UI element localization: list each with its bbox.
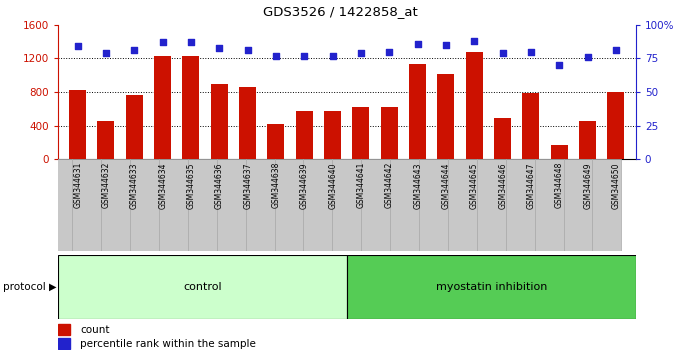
- Bar: [494, 118, 511, 159]
- Text: ▶: ▶: [49, 282, 56, 292]
- Bar: [275, 159, 303, 251]
- Bar: [409, 64, 426, 159]
- Point: [157, 39, 168, 45]
- Point: [327, 53, 338, 58]
- Bar: [101, 159, 130, 251]
- Point: [242, 47, 253, 53]
- Bar: [347, 255, 636, 319]
- Point: [497, 50, 508, 56]
- Bar: [97, 121, 114, 159]
- Bar: [534, 159, 564, 251]
- Bar: [126, 95, 143, 159]
- Bar: [239, 87, 256, 159]
- Bar: [303, 159, 333, 251]
- Text: count: count: [80, 325, 109, 335]
- Text: GSM344641: GSM344641: [356, 162, 365, 209]
- Text: GSM344650: GSM344650: [611, 162, 620, 209]
- Bar: [592, 159, 622, 251]
- Bar: [130, 159, 159, 251]
- Bar: [58, 255, 347, 319]
- Text: control: control: [183, 282, 222, 292]
- Point: [384, 49, 395, 55]
- Bar: [324, 110, 341, 159]
- Bar: [419, 159, 448, 251]
- Bar: [607, 92, 624, 159]
- Point: [214, 45, 225, 51]
- Point: [554, 62, 565, 68]
- Bar: [72, 159, 101, 251]
- Point: [186, 39, 197, 45]
- Point: [72, 44, 83, 49]
- Text: GSM344644: GSM344644: [441, 162, 450, 209]
- Bar: [267, 124, 284, 159]
- Text: GSM344643: GSM344643: [413, 162, 422, 209]
- Text: GSM344642: GSM344642: [385, 162, 394, 209]
- Bar: [477, 159, 506, 251]
- Bar: [361, 159, 390, 251]
- Point: [299, 53, 310, 58]
- Bar: [466, 52, 483, 159]
- Text: GSM344638: GSM344638: [271, 162, 280, 209]
- Bar: [437, 74, 454, 159]
- Point: [356, 50, 367, 56]
- Text: GSM344635: GSM344635: [186, 162, 195, 209]
- Bar: [69, 90, 86, 159]
- Text: GSM344640: GSM344640: [328, 162, 337, 209]
- Text: myostatin inhibition: myostatin inhibition: [436, 282, 547, 292]
- Bar: [159, 159, 188, 251]
- Text: GSM344639: GSM344639: [300, 162, 309, 209]
- Text: GSM344634: GSM344634: [158, 162, 167, 209]
- Text: GSM344636: GSM344636: [215, 162, 224, 209]
- Bar: [245, 159, 275, 251]
- Text: GSM344632: GSM344632: [101, 162, 110, 209]
- Bar: [381, 107, 398, 159]
- Bar: [551, 144, 568, 159]
- Bar: [58, 338, 70, 349]
- Point: [101, 50, 112, 56]
- Text: GSM344646: GSM344646: [498, 162, 507, 209]
- Text: GSM344647: GSM344647: [526, 162, 535, 209]
- Bar: [564, 159, 592, 251]
- Text: GSM344637: GSM344637: [243, 162, 252, 209]
- Text: GDS3526 / 1422858_at: GDS3526 / 1422858_at: [262, 5, 418, 18]
- Text: GSM344631: GSM344631: [73, 162, 82, 209]
- Bar: [58, 324, 70, 335]
- Text: GSM344649: GSM344649: [583, 162, 592, 209]
- Point: [271, 53, 282, 58]
- Bar: [579, 121, 596, 159]
- Text: GSM344645: GSM344645: [470, 162, 479, 209]
- Bar: [506, 159, 534, 251]
- Bar: [522, 93, 539, 159]
- Bar: [44, 159, 72, 251]
- Point: [129, 47, 140, 53]
- Bar: [333, 159, 361, 251]
- Bar: [296, 110, 313, 159]
- Point: [441, 42, 452, 48]
- Point: [469, 38, 480, 44]
- Bar: [154, 56, 171, 159]
- Bar: [448, 159, 477, 251]
- Text: percentile rank within the sample: percentile rank within the sample: [80, 339, 256, 349]
- Point: [582, 54, 593, 60]
- Bar: [352, 107, 369, 159]
- Bar: [182, 56, 199, 159]
- Point: [526, 49, 537, 55]
- Bar: [188, 159, 217, 251]
- Point: [412, 41, 423, 46]
- Bar: [211, 84, 228, 159]
- Text: protocol: protocol: [3, 282, 46, 292]
- Text: GSM344648: GSM344648: [555, 162, 564, 209]
- Bar: [217, 159, 245, 251]
- Text: GSM344633: GSM344633: [130, 162, 139, 209]
- Bar: [390, 159, 419, 251]
- Point: [611, 47, 622, 53]
